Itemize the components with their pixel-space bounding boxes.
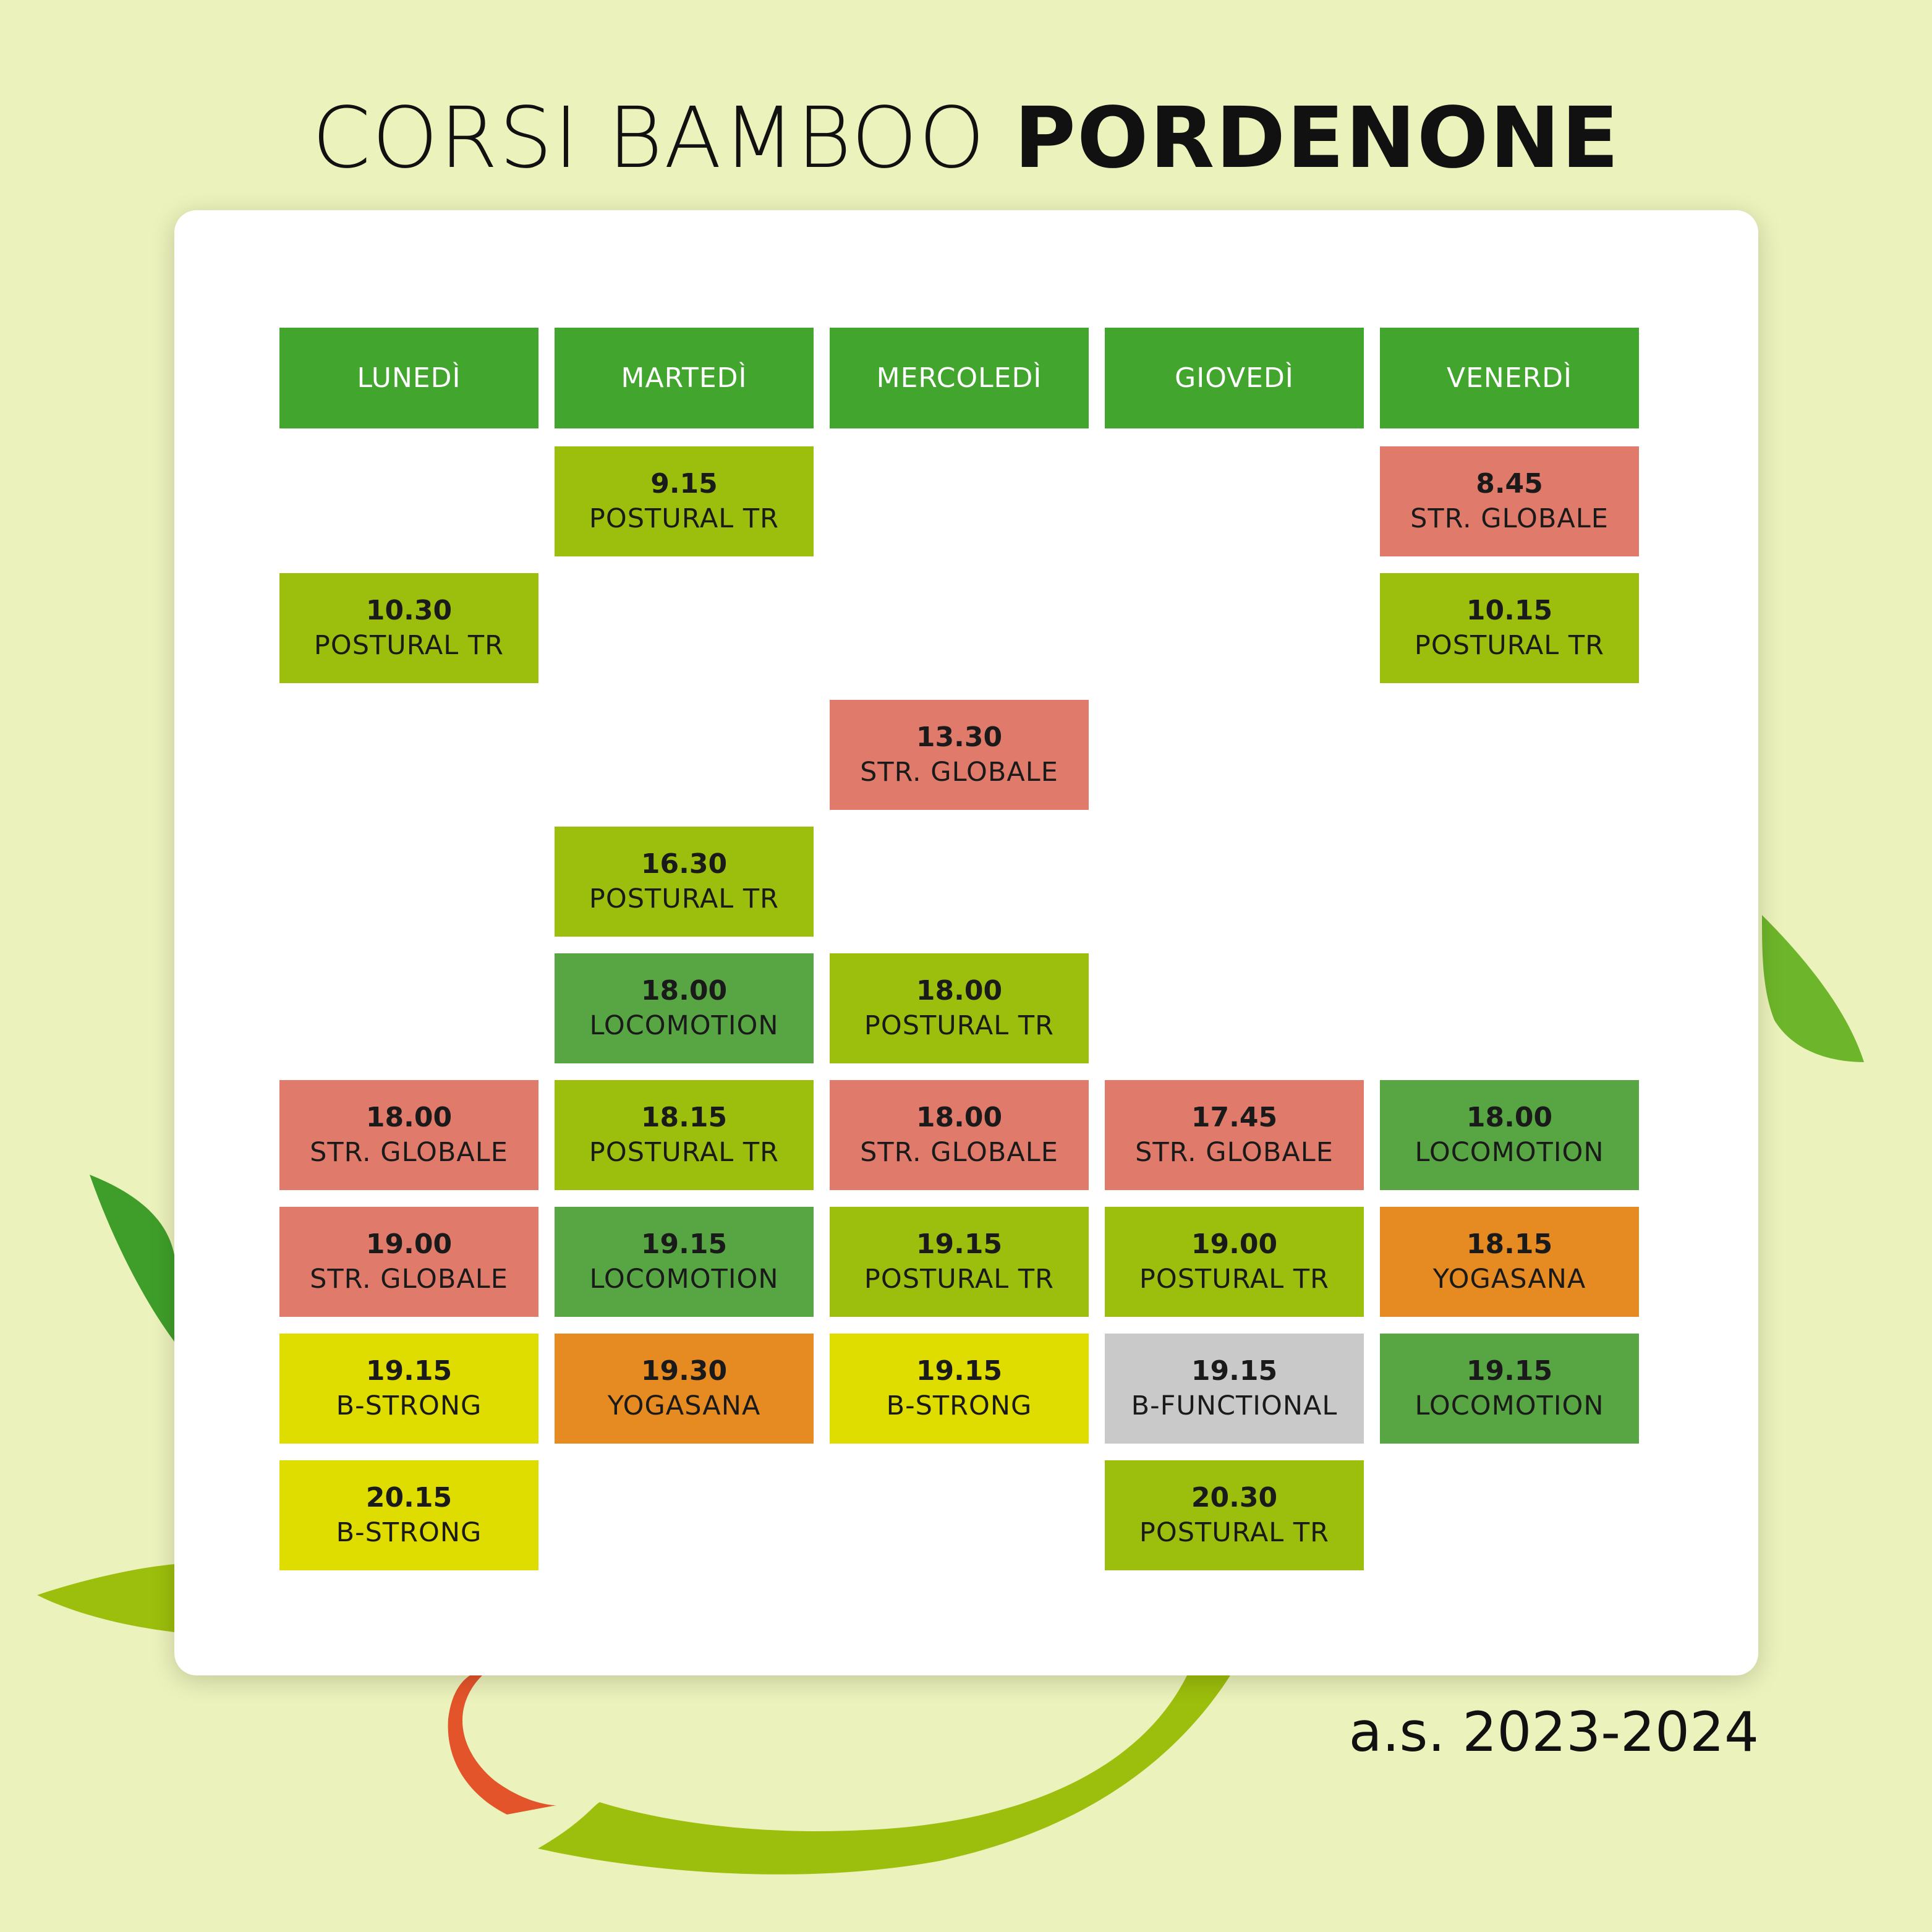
class-name: POSTURAL TR: [1139, 1264, 1330, 1295]
class-slot: 19.15 LOCOMOTION: [555, 1207, 814, 1317]
class-time: 19.30: [640, 1355, 728, 1387]
class-time: 18.00: [916, 1102, 1003, 1133]
class-slot: 13.30 STR. GLOBALE: [830, 700, 1089, 810]
class-time: 18.00: [365, 1102, 453, 1133]
stem-red-icon: [448, 1675, 556, 1815]
class-name: POSTURAL TR: [589, 503, 780, 534]
class-slot: 18.00 POSTURAL TR: [830, 953, 1089, 1063]
class-slot: 18.00 LOCOMOTION: [1380, 1080, 1639, 1190]
class-slot: 19.15 B-FUNCTIONAL: [1105, 1334, 1364, 1444]
class-time: 19.15: [1191, 1355, 1278, 1387]
class-slot: 9.15 POSTURAL TR: [555, 446, 814, 556]
class-name: STR. GLOBALE: [1410, 503, 1609, 534]
class-name: YOGASANA: [607, 1390, 761, 1421]
class-slot: 19.15 POSTURAL TR: [830, 1207, 1089, 1317]
class-time: 9.15: [650, 468, 718, 500]
class-name: YOGASANA: [1432, 1264, 1586, 1295]
class-time: 19.15: [365, 1355, 453, 1387]
class-time: 20.15: [365, 1482, 453, 1513]
class-time: 20.30: [1191, 1482, 1278, 1513]
class-name: STR. GLOBALE: [860, 757, 1058, 788]
class-slot: 19.15 B-STRONG: [279, 1334, 538, 1444]
class-name: POSTURAL TR: [864, 1264, 1055, 1295]
class-time: 13.30: [916, 721, 1003, 753]
class-name: B-STRONG: [336, 1517, 482, 1548]
class-slot: 19.00 STR. GLOBALE: [279, 1207, 538, 1317]
day-header: MARTEDÌ: [555, 328, 814, 428]
class-name: STR. GLOBALE: [310, 1137, 508, 1168]
class-name: STR. GLOBALE: [860, 1137, 1058, 1168]
class-time: 19.15: [916, 1228, 1003, 1260]
class-slot: 10.15 POSTURAL TR: [1380, 573, 1639, 683]
class-time: 10.15: [1466, 595, 1553, 626]
day-header: GIOVEDÌ: [1105, 328, 1364, 428]
class-time: 19.15: [640, 1228, 728, 1260]
class-time: 19.15: [916, 1355, 1003, 1387]
day-header: MERCOLEDÌ: [830, 328, 1089, 428]
class-name: POSTURAL TR: [1139, 1517, 1330, 1548]
class-slot: 17.45 STR. GLOBALE: [1105, 1080, 1364, 1190]
class-slot: 19.15 B-STRONG: [830, 1334, 1089, 1444]
class-time: 19.00: [365, 1228, 453, 1260]
class-slot: 19.30 YOGASANA: [555, 1334, 814, 1444]
class-name: B-STRONG: [336, 1390, 482, 1421]
class-name: POSTURAL TR: [864, 1010, 1055, 1041]
class-time: 16.30: [640, 848, 728, 880]
class-slot: 20.15 B-STRONG: [279, 1460, 538, 1570]
class-time: 10.30: [365, 595, 453, 626]
class-name: POSTURAL TR: [589, 1137, 780, 1168]
class-slot: 10.30 POSTURAL TR: [279, 573, 538, 683]
class-slot: 16.30 POSTURAL TR: [555, 827, 814, 937]
class-time: 19.15: [1466, 1355, 1553, 1387]
class-time: 18.00: [640, 975, 728, 1006]
class-time: 18.15: [1466, 1228, 1553, 1260]
class-name: STR. GLOBALE: [310, 1264, 508, 1295]
class-slot: 8.45 STR. GLOBALE: [1380, 446, 1639, 556]
class-slot: 18.00 LOCOMOTION: [555, 953, 814, 1063]
day-header: VENERDÌ: [1380, 328, 1639, 428]
leaf-right-icon: [1762, 915, 1864, 1062]
title-city: PORDENONE: [1014, 90, 1620, 187]
page-title: CORSI BAMBOO PORDENONE: [0, 90, 1932, 187]
class-slot: 18.00 STR. GLOBALE: [830, 1080, 1089, 1190]
class-name: LOCOMOTION: [589, 1264, 779, 1295]
class-name: LOCOMOTION: [589, 1010, 779, 1041]
leaf-bottom-left-icon: [37, 1564, 174, 1632]
class-name: B-FUNCTIONAL: [1131, 1390, 1338, 1421]
class-name: B-STRONG: [886, 1390, 1032, 1421]
class-name: LOCOMOTION: [1415, 1137, 1604, 1168]
leaf-left-icon: [90, 1175, 174, 1342]
class-time: 19.00: [1191, 1228, 1278, 1260]
class-slot: 20.30 POSTURAL TR: [1105, 1460, 1364, 1570]
title-light: CORSI BAMBOO: [312, 90, 1015, 187]
stem-green-icon: [538, 1675, 1230, 1875]
class-time: 17.45: [1191, 1102, 1278, 1133]
class-name: POSTURAL TR: [313, 630, 504, 661]
class-time: 18.00: [916, 975, 1003, 1006]
class-slot: 19.15 LOCOMOTION: [1380, 1334, 1639, 1444]
class-name: POSTURAL TR: [1414, 630, 1605, 661]
day-header: LUNEDÌ: [279, 328, 538, 428]
class-slot: 19.00 POSTURAL TR: [1105, 1207, 1364, 1317]
class-name: POSTURAL TR: [589, 883, 780, 914]
class-name: STR. GLOBALE: [1135, 1137, 1334, 1168]
class-slot: 18.15 POSTURAL TR: [555, 1080, 814, 1190]
class-name: LOCOMOTION: [1415, 1390, 1604, 1421]
class-slot: 18.15 YOGASANA: [1380, 1207, 1639, 1317]
class-time: 18.15: [640, 1102, 728, 1133]
class-time: 8.45: [1476, 468, 1543, 500]
class-time: 18.00: [1466, 1102, 1553, 1133]
class-slot: 18.00 STR. GLOBALE: [279, 1080, 538, 1190]
school-year: a.s. 2023-2024: [1348, 1700, 1759, 1764]
